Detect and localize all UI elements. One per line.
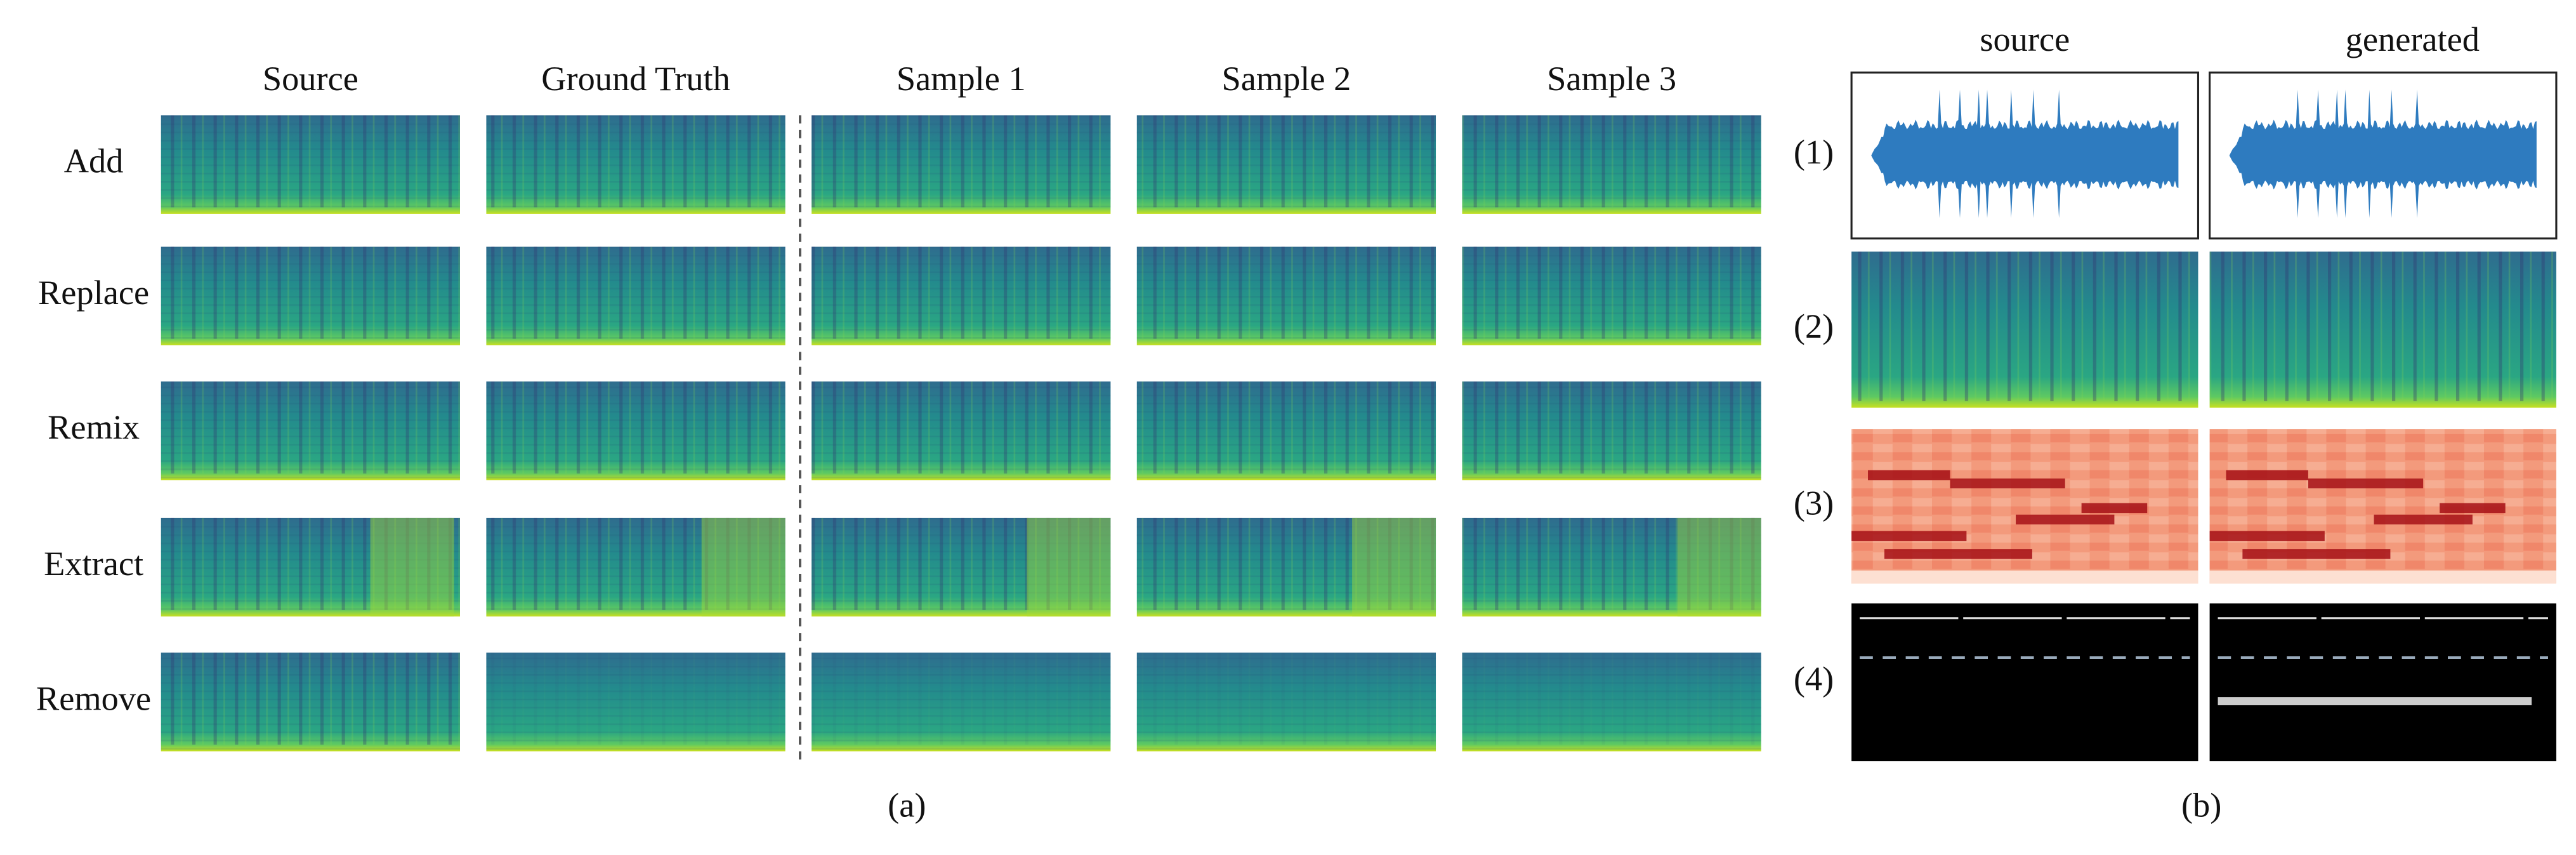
column-header: Ground Truth bbox=[541, 60, 730, 98]
heatmap-cell bbox=[2016, 514, 2115, 525]
column-header: source bbox=[1980, 20, 2070, 58]
heatmap-cell bbox=[1868, 470, 1950, 481]
spectrogram-bright bbox=[1027, 517, 1111, 617]
heatmap-cell bbox=[1851, 531, 1967, 541]
caption: (a) bbox=[888, 786, 926, 825]
caption: (b) bbox=[2181, 786, 2221, 825]
spectrogram-onsets bbox=[1136, 115, 1436, 208]
heatmap-cell bbox=[2308, 478, 2424, 489]
heatmap-cell bbox=[2374, 514, 2473, 525]
spectrogram-onsets bbox=[1462, 246, 1761, 339]
spectrogram-onsets bbox=[1136, 246, 1436, 339]
spectrogram-onsets bbox=[1136, 381, 1436, 474]
spectrogram-onsets bbox=[486, 381, 785, 474]
spectrogram-onsets bbox=[812, 115, 1111, 208]
spectrogram-onsets bbox=[486, 517, 785, 610]
piano-roll-band bbox=[2218, 697, 2532, 706]
spectrogram-onsets bbox=[1136, 653, 1436, 745]
spectrogram-onsets bbox=[2209, 251, 2556, 402]
column-header: Sample 1 bbox=[897, 60, 1026, 98]
heatmap-cell bbox=[2081, 503, 2148, 514]
row-label: (1) bbox=[1794, 133, 1834, 171]
spectrogram-onsets bbox=[1462, 517, 1761, 610]
column-header: Sample 3 bbox=[1547, 60, 1676, 98]
spectrogram-bright bbox=[701, 517, 785, 617]
heatmap-fade bbox=[2209, 570, 2556, 584]
row-label: (2) bbox=[1794, 307, 1834, 345]
spectrogram-onsets bbox=[1462, 115, 1761, 208]
waveform bbox=[1871, 89, 2179, 218]
heatmap-cell bbox=[2209, 531, 2325, 541]
spectrogram-bright bbox=[1352, 517, 1436, 617]
heatmap-cell bbox=[2226, 470, 2308, 481]
heatmap-cell bbox=[1950, 478, 2065, 489]
row-label: Remix bbox=[48, 408, 140, 446]
row-label: Remove bbox=[36, 679, 151, 717]
spectrogram-onsets bbox=[1136, 517, 1436, 610]
spectrogram-onsets bbox=[161, 517, 460, 610]
spectrogram-onsets bbox=[812, 381, 1111, 474]
row-label: Replace bbox=[38, 274, 149, 312]
piano-roll bbox=[2209, 603, 2556, 762]
spectrogram-onsets bbox=[812, 246, 1111, 339]
spectrogram-onsets bbox=[1851, 251, 2198, 402]
spectrogram-onsets bbox=[161, 653, 460, 745]
row-label: Add bbox=[64, 142, 124, 180]
spectrogram-onsets bbox=[486, 246, 785, 339]
heatmap-fade bbox=[1851, 570, 2198, 584]
column-header: generated bbox=[2346, 20, 2480, 58]
spectrogram-onsets bbox=[161, 246, 460, 339]
row-label: Extract bbox=[44, 545, 143, 583]
spectrogram-onsets bbox=[161, 115, 460, 208]
spectrogram-onsets bbox=[486, 653, 785, 745]
spectrogram-onsets bbox=[1462, 653, 1761, 745]
column-header: Sample 2 bbox=[1221, 60, 1351, 98]
spectrogram-onsets bbox=[812, 517, 1111, 610]
piano-roll bbox=[1851, 603, 2198, 762]
spectrogram-onsets bbox=[1462, 381, 1761, 474]
spectrogram-bright bbox=[370, 517, 454, 617]
column-header: Source bbox=[263, 60, 358, 98]
row-label: (3) bbox=[1794, 484, 1834, 522]
spectrogram-onsets bbox=[486, 115, 785, 208]
spectrogram-onsets bbox=[161, 381, 460, 474]
heatmap-cell bbox=[1884, 549, 2032, 559]
heatmap-cell bbox=[2440, 503, 2506, 514]
spectrogram-onsets bbox=[812, 653, 1111, 745]
spectrogram-bright bbox=[1677, 517, 1761, 617]
heatmap-cell bbox=[2242, 549, 2391, 559]
waveform bbox=[2229, 89, 2537, 218]
row-label: (4) bbox=[1794, 659, 1834, 698]
